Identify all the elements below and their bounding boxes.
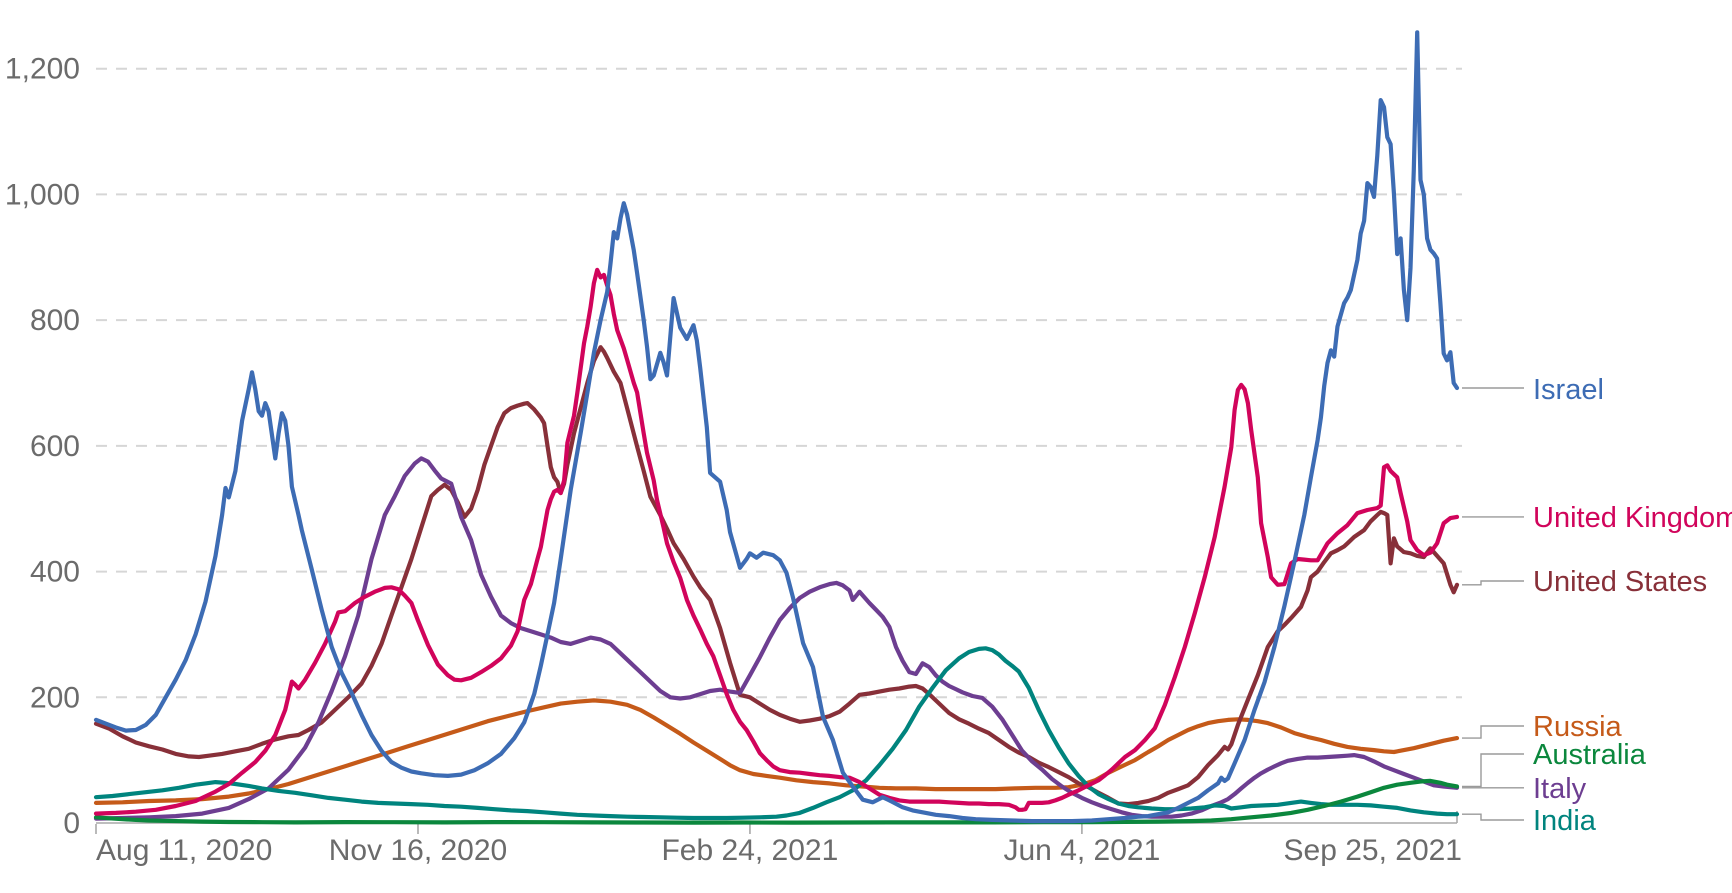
y-axis-label: 400 — [30, 556, 80, 589]
x-axis-label: Jun 4, 2021 — [1004, 834, 1161, 867]
legend-connector-australia — [1462, 753, 1524, 788]
series-line-united_kingdom[interactable] — [93, 267, 1460, 816]
series-line-russia[interactable] — [93, 698, 1460, 805]
y-axis-label: 200 — [30, 681, 80, 714]
y-axis-label: 1,000 — [5, 178, 80, 211]
legend-connector-india — [1462, 813, 1524, 821]
legend-label-australia[interactable]: Australia — [1533, 739, 1647, 771]
legend-label-israel[interactable]: Israel — [1533, 374, 1604, 406]
x-axis-label: Aug 11, 2020 — [96, 834, 272, 867]
legend-label-united_states[interactable]: United States — [1533, 566, 1707, 598]
y-axis: 0 200 400 600 800 1,000 1,200 — [5, 53, 80, 840]
x-axis-label: Sep 25, 2021 — [1284, 834, 1463, 867]
series-line-australia[interactable] — [93, 778, 1460, 825]
legend-label-united_kingdom[interactable]: United Kingdom — [1533, 502, 1732, 534]
x-axis-label: Feb 24, 2021 — [661, 834, 838, 867]
x-axis: Aug 11, 2020 Nov 16, 2020 Feb 24, 2021 Jun … — [95, 811, 1463, 867]
gridlines — [96, 67, 1462, 699]
y-axis-label: 1,200 — [5, 53, 80, 86]
series-line-israel[interactable] — [93, 30, 1460, 824]
legend-connector-united_states — [1462, 580, 1524, 586]
legend-label-india[interactable]: India — [1533, 805, 1597, 837]
legend-label-russia[interactable]: Russia — [1533, 711, 1623, 743]
y-axis-label: 600 — [30, 430, 80, 463]
series-line-india[interactable] — [93, 646, 1460, 821]
x-axis-label: Nov 16, 2020 — [329, 834, 507, 867]
series-line-italy[interactable] — [93, 456, 1460, 821]
series-lines — [93, 30, 1460, 825]
legend-connector-russia — [1462, 725, 1524, 739]
y-axis-label: 0 — [63, 807, 80, 840]
legend-label-italy[interactable]: Italy — [1533, 773, 1587, 805]
series-line-united_states[interactable] — [93, 345, 1460, 807]
y-axis-label: 800 — [30, 304, 80, 337]
